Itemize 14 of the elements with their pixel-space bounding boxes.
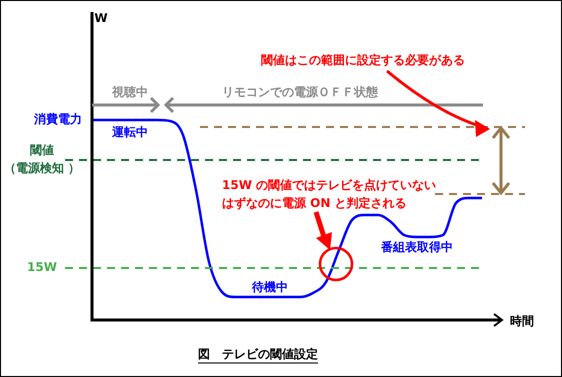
y-axis-title: 消費電力	[33, 112, 82, 126]
text: 視聴中	[111, 85, 148, 100]
text: 閾値はこの範囲に設定する必要がある	[261, 53, 465, 68]
ref-line-label: 15W	[27, 260, 57, 274]
text: 図 テレビの閾値設定	[198, 347, 318, 362]
annotation: 待機中	[251, 280, 288, 294]
annotation: 運転中	[111, 125, 148, 140]
annotation: 15W の閾値ではテレビを点けていない	[222, 178, 436, 192]
annotation: 番組表取得中	[380, 240, 453, 254]
x-axis-title: 時間	[510, 314, 534, 328]
ref-line-label: 閾値（電源検知 ）	[4, 143, 80, 176]
text: リモコンでの電源ＯＦＦ状態	[222, 85, 379, 100]
text: W	[94, 11, 108, 26]
annotation: はずなのに電源 ON と判定される	[222, 196, 407, 210]
